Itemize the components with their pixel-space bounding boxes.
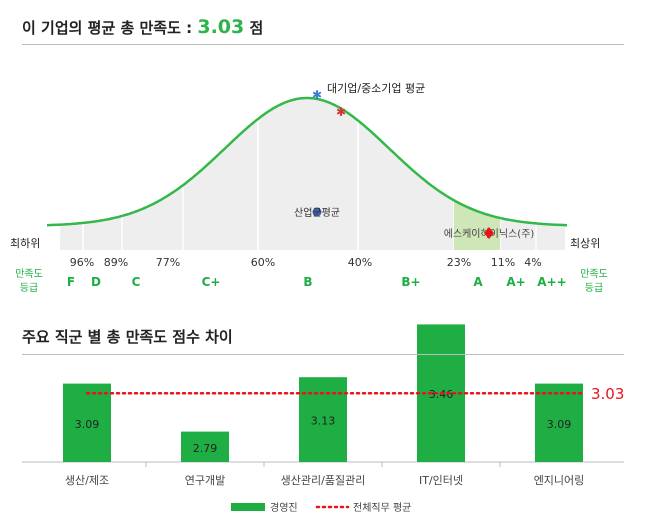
highest-label: 최상위 (570, 237, 600, 250)
grade-label-left-1: 만족도 (15, 268, 43, 280)
grade-label-right-1: 만족도 (580, 268, 608, 280)
distribution-curve (46, 96, 568, 227)
bar-value-label: 3.09 (75, 418, 100, 431)
industry-group-label: 산업군평균 (294, 206, 340, 219)
industry-average-label: 대기업/중소기업 평균 (327, 82, 425, 95)
distribution-area (60, 98, 565, 250)
grade-label-left-2: 등급 (20, 282, 38, 294)
grade-label: C+ (202, 275, 221, 289)
legend-bar-swatch (231, 503, 265, 511)
category-label: 엔지니어링 (534, 474, 585, 487)
percentile-label: 89% (104, 256, 128, 269)
grade-label: C (132, 275, 141, 289)
bar-value-label: 2.79 (193, 442, 218, 455)
grade-label: B (303, 275, 312, 289)
category-label: 생산/제조 (65, 474, 109, 487)
percentile-label: 11% (491, 256, 515, 269)
bar (299, 377, 347, 462)
percentile-label: 4% (524, 256, 541, 269)
job-group-title: 주요 직군 별 총 만족도 점수 차이 (22, 328, 233, 346)
company-marker (484, 227, 494, 239)
company-size-marker: ✱ (336, 105, 346, 119)
percentile-label: 40% (348, 256, 372, 269)
satisfaction-title: 이 기업의 평균 총 만족도 : 3.03 점 (22, 16, 263, 38)
legend-bar-label: 경영진 (270, 501, 298, 514)
bar-value-label: 3.13 (311, 415, 336, 428)
percentile-label: 23% (447, 256, 471, 269)
grade-label: A++ (537, 275, 566, 289)
bar (63, 383, 111, 462)
grade-label: D (91, 275, 101, 289)
title-divider (22, 44, 624, 45)
lowest-label: 최하위 (10, 236, 40, 250)
percentile-label: 96% (70, 256, 94, 269)
grade-label: B+ (401, 275, 420, 289)
category-label: 연구개발 (185, 474, 225, 487)
legend-line-label: 전체직무 평균 (353, 502, 411, 514)
bar-value-label: 3.46 (429, 388, 454, 401)
grade-label: A+ (506, 275, 525, 289)
grade-label: F (67, 275, 75, 289)
percentile-label: 60% (251, 256, 275, 269)
average-score: 3.03 (197, 16, 245, 38)
industry-group-marker (312, 207, 322, 217)
grade-a-highlight (454, 200, 500, 250)
category-label: 생산관리/품질관리 (281, 474, 366, 487)
grade-label-right-2: 등급 (585, 282, 603, 294)
score-unit: 점 (249, 19, 264, 37)
bar-value-label: 3.09 (547, 418, 572, 431)
percentile-label: 77% (156, 256, 180, 269)
category-label: IT/인터넷 (419, 474, 463, 487)
satisfaction-title-text: 이 기업의 평균 총 만족도 : (22, 19, 193, 37)
grade-label: A (473, 275, 483, 289)
bar-chart: 3.09 2.79 3.13 3.46 3.09 3.03 생산/제조 연구개발 생산관리/품질… (22, 324, 624, 514)
reference-value-label: 3.03 (591, 385, 624, 403)
percentile-labels: 96% 89% 77% 60% 40% 23% 11% 4% (70, 256, 542, 269)
job-group-divider (22, 354, 624, 355)
grade-labels: F D C C+ B B+ A A+ A++ (67, 275, 567, 289)
bar (181, 431, 229, 462)
industry-average-marker: ✱ (312, 88, 322, 102)
bar (535, 383, 583, 462)
